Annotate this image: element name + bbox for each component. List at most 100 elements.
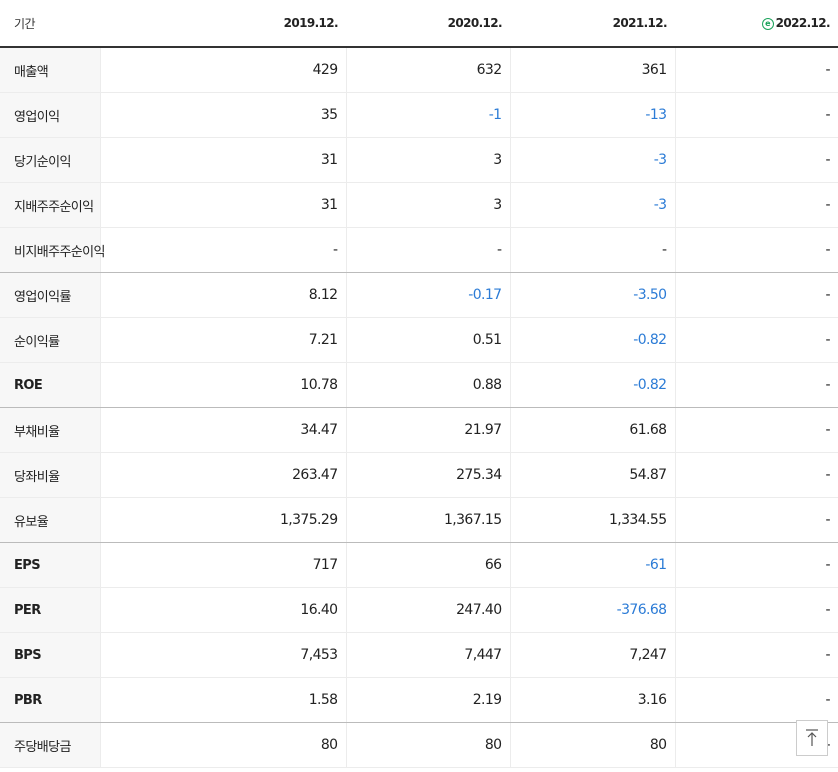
value-cell: - [674,587,838,633]
header-row: 기간 2019.12. 2020.12. 2021.12. e 2022.12. [0,0,838,48]
value-cell: 717 [99,542,346,588]
value-cell: -1 [345,92,510,138]
header-cell: 2019.12. [100,0,346,48]
value-cell: -3.50 [509,272,675,318]
scroll-top-button[interactable] [796,720,828,756]
value-cell: 2.19 [345,677,510,723]
value-cell: 21.97 [345,407,510,453]
value-cell: - [674,542,838,588]
value-cell: - [99,227,346,273]
value-cell: 632 [345,47,510,93]
row-label: BPS [0,632,100,678]
value-cell: 7.21 [99,317,346,363]
table-row: 영업이익률 8.12 -0.17 -3.50- [0,272,838,318]
arrow-up-icon [806,729,818,746]
value-cell: 61.68 [509,407,675,453]
table-row: PER 16.40 247.40 -376.68- [0,587,838,633]
row-label: 비지배주주순이익 [0,227,105,273]
value-cell: -0.82 [509,317,675,363]
row-label: 영업이익률 [0,272,100,318]
header-cell: e 2022.12. [675,0,838,48]
header-cell: 2020.12. [346,0,510,48]
value-cell: 66 [345,542,510,588]
value-cell: 1,375.29 [99,497,346,543]
value-cell: -376.68 [509,587,675,633]
value-cell: - [674,677,838,723]
value-cell: - [674,272,838,318]
row-label: 매출액 [0,47,100,93]
value-cell: 263.47 [99,452,346,498]
table-row: ROE 10.78 0.88 -0.82- [0,362,838,408]
value-cell: 80 [345,722,510,768]
table-row: 부채비율 34.47 21.97 61.68- [0,407,838,453]
value-cell: 247.40 [345,587,510,633]
value-cell: 7,447 [345,632,510,678]
row-label: PBR [0,677,100,723]
table-row: 지배주주순이익 31 3 -3- [0,182,838,228]
row-label: PER [0,587,100,633]
row-label: 주당배당금 [0,722,100,768]
table-row: 유보율 1,375.29 1,367.15 1,334.55- [0,497,838,543]
value-cell: 80 [99,722,346,768]
value-cell: -61 [509,542,675,588]
value-cell: -0.17 [345,272,510,318]
value-cell: - [509,227,675,273]
value-cell: 429 [99,47,346,93]
value-cell: - [674,362,838,408]
row-label: 당기순이익 [0,137,100,183]
value-cell: - [674,452,838,498]
table-row: 순이익률 7.21 0.51 -0.82- [0,317,838,363]
value-cell: -0.82 [509,362,675,408]
table-row: 당좌비율 263.47 275.34 54.87- [0,452,838,498]
value-cell: - [674,407,838,453]
row-label: 당좌비율 [0,452,100,498]
value-cell: 3 [345,137,510,183]
table-body: 매출액 429 632 361- 영업이익 35 -1 -13- 당기순이익 31 3 -3- 지배주주… [0,47,838,768]
table-row: 매출액 429 632 361- [0,47,838,93]
value-cell: 1,334.55 [509,497,675,543]
value-cell: 16.40 [99,587,346,633]
value-cell: - [674,137,838,183]
value-cell: - [674,47,838,93]
value-cell: 1.58 [99,677,346,723]
header-cell: 기간 [0,0,100,48]
value-cell: 0.51 [345,317,510,363]
value-cell: - [674,227,838,273]
estimate-icon: e [761,18,774,30]
row-label: 지배주주순이익 [0,182,100,228]
value-cell: 80 [509,722,675,768]
row-label: EPS [0,542,100,588]
value-cell: -13 [509,92,675,138]
value-cell: 35 [99,92,346,138]
value-cell: 31 [99,182,346,228]
value-cell: 275.34 [345,452,510,498]
value-cell: - [345,227,510,273]
row-label: 유보율 [0,497,100,543]
value-cell: 54.87 [509,452,675,498]
header-text: 2022.12. [775,16,831,30]
value-cell: 3 [345,182,510,228]
table-row: 영업이익 35 -1 -13- [0,92,838,138]
value-cell: 7,453 [99,632,346,678]
value-cell: 8.12 [99,272,346,318]
table-row: EPS 717 66 -61- [0,542,838,588]
value-cell: - [674,317,838,363]
value-cell: - [674,497,838,543]
table-row: PBR 1.58 2.19 3.16- [0,677,838,723]
row-label: 부채비율 [0,407,100,453]
value-cell: 10.78 [99,362,346,408]
row-label: 순이익률 [0,317,100,363]
row-label: 영업이익 [0,92,100,138]
value-cell: -3 [509,137,675,183]
value-cell: - [674,632,838,678]
value-cell: 361 [509,47,675,93]
value-cell: 0.88 [345,362,510,408]
table-row: 당기순이익 31 3 -3- [0,137,838,183]
value-cell: 34.47 [99,407,346,453]
value-cell: -3 [509,182,675,228]
value-cell: 31 [99,137,346,183]
value-cell: 7,247 [509,632,675,678]
